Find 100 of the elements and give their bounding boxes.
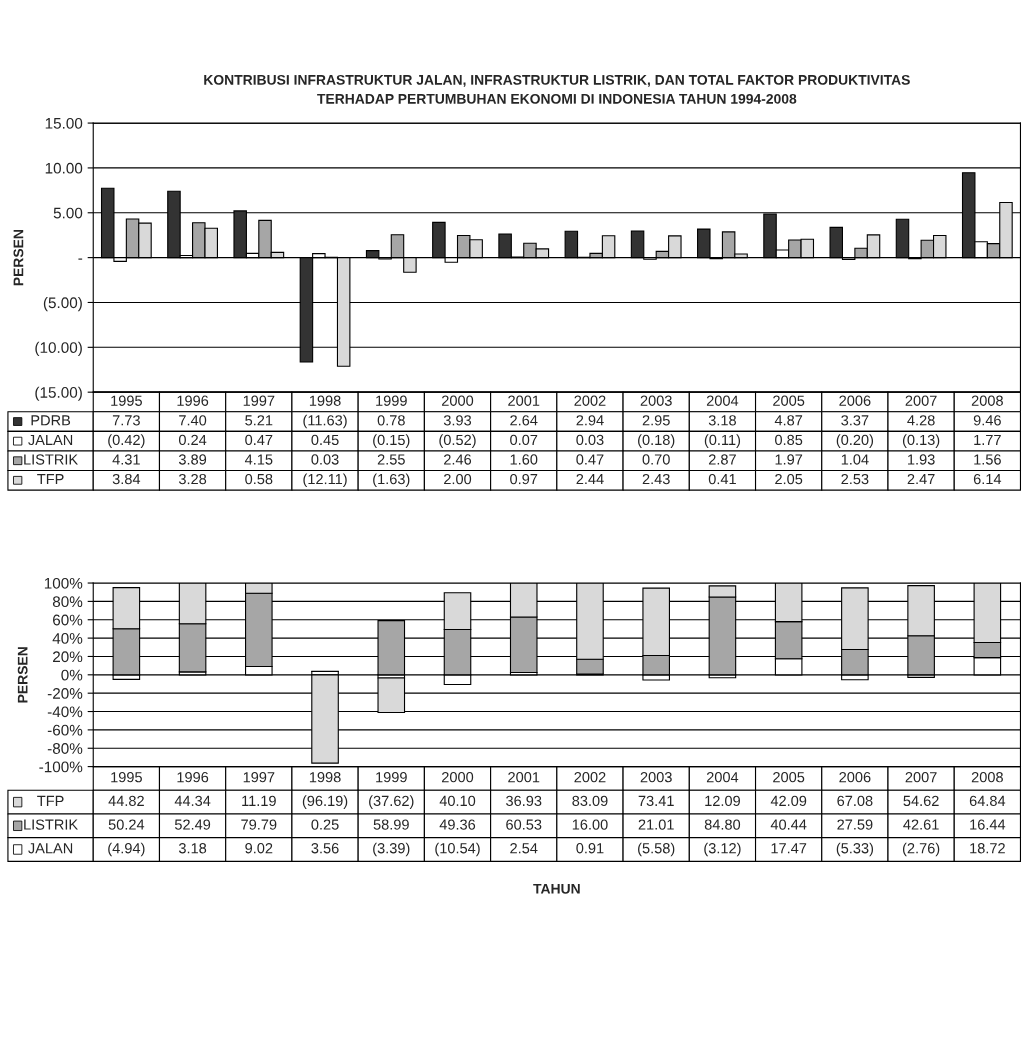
data-label: 36.93 [506, 795, 542, 807]
y-tick-label: 20% [53, 651, 83, 663]
data-label: (10.54) [435, 842, 480, 857]
data-label: 3.84 [112, 473, 141, 485]
legend-label: TFP [37, 474, 64, 485]
x-tick-label: 1996 [177, 395, 209, 406]
data-label: 3.93 [443, 415, 472, 426]
data-label: (4.94) [108, 842, 145, 857]
legend-label: PDRB [31, 415, 71, 426]
data-label: 21.01 [638, 819, 674, 830]
x-tick-label: 2000 [442, 395, 474, 406]
legend-label: TFP [37, 795, 64, 806]
x-tick-label: 2001 [508, 772, 540, 783]
data-label: 18.72 [970, 843, 1005, 854]
data-label: 3.56 [311, 843, 339, 854]
data-label: (3.39) [373, 842, 410, 857]
data-label: 2.05 [775, 473, 803, 485]
data-label: 11.19 [242, 795, 276, 807]
data-label: 9.46 [973, 415, 1001, 426]
y-tick-label: (5.00) [43, 296, 82, 312]
data-label: 2.95 [642, 415, 670, 426]
data-label: (96.19) [302, 795, 348, 809]
data-label: 44.34 [174, 795, 211, 807]
x-tick-label: 2005 [773, 395, 805, 406]
data-label: 3.18 [708, 415, 736, 426]
data-label: 2.64 [510, 415, 538, 426]
data-label: 3.28 [178, 473, 207, 485]
data-label: 0.24 [178, 434, 207, 446]
data-label: 0.47 [245, 434, 273, 446]
data-label: 64.84 [969, 795, 1006, 807]
data-label: 7.73 [112, 415, 140, 426]
data-label: 4.87 [774, 415, 803, 426]
x-tick-label: 2002 [574, 395, 606, 406]
x-tick-label: 1995 [111, 772, 142, 783]
data-label: 2.00 [444, 473, 472, 485]
data-label: 83.09 [572, 795, 608, 807]
data-label: (0.11) [704, 434, 741, 448]
data-label: 0.85 [775, 434, 803, 446]
x-tick-label: 2007 [905, 395, 937, 406]
data-label: 1.93 [908, 454, 935, 465]
data-label: 1.04 [841, 454, 869, 465]
data-label: 0.47 [576, 454, 604, 465]
data-label: 0.07 [510, 434, 538, 446]
y-tick-label: 60% [53, 614, 83, 626]
data-label: (1.63) [373, 473, 410, 488]
x-tick-label: 2000 [442, 772, 474, 783]
data-label: 0.25 [311, 819, 339, 830]
data-label: (37.62) [369, 795, 414, 809]
y-tick-label: 15.00 [45, 117, 83, 129]
y-tick-label: (15.00) [35, 386, 82, 401]
data-label: 0.41 [708, 473, 736, 485]
x-tick-label: 2003 [640, 395, 672, 406]
y-tick-label: - [78, 258, 83, 260]
data-label: 1.97 [775, 454, 803, 465]
y-tick-label: (10.00) [35, 341, 82, 357]
data-label: 0.45 [311, 434, 339, 446]
data-label: (12.11) [303, 473, 347, 488]
x-tick-label: 2005 [773, 772, 805, 783]
data-label: 16.00 [572, 819, 608, 830]
data-label: 2.94 [576, 415, 604, 426]
data-label: 2.47 [907, 473, 935, 485]
data-label: (0.42) [108, 434, 145, 448]
data-label: (0.20) [836, 434, 874, 448]
data-label: (3.12) [704, 842, 741, 857]
legend-label: LISTRIK [24, 454, 78, 465]
data-label: 3.89 [178, 454, 207, 465]
data-label: 40.10 [439, 795, 476, 807]
x-tick-label: 2006 [839, 395, 871, 406]
x-axis-title: TAHUN [533, 884, 580, 894]
data-label: 54.62 [903, 795, 939, 807]
data-label: 27.59 [837, 819, 873, 830]
x-tick-label: 1999 [376, 395, 407, 406]
legend-label: LISTRIK [24, 819, 78, 830]
data-label: (5.33) [836, 842, 874, 857]
data-label: 16.44 [970, 819, 1006, 830]
data-label: 1.77 [974, 434, 1001, 445]
data-label: 67.08 [837, 795, 873, 807]
data-label: 84.80 [704, 819, 741, 830]
x-tick-label: 2001 [508, 395, 540, 406]
data-label: 2.43 [642, 473, 670, 485]
x-tick-label: 2006 [839, 772, 871, 783]
y-tick-label: -20% [47, 688, 83, 699]
data-label: 3.37 [841, 415, 869, 426]
x-tick-label: 1996 [177, 772, 209, 783]
data-label: (0.18) [638, 434, 675, 448]
data-label: 2.55 [377, 454, 405, 465]
y-tick-label: 5.00 [53, 207, 83, 219]
chart-title: KONTRIBUSI INFRASTRUKTUR JALAN, INFRASTRUKTUR LISTRIK, DAN TOTAL FAKTOR PRODUKTIVITAS TERHADAP PERTUMBUHAN EKONOMI DI INDONESIA TAHUN 1994-2008 [204, 74, 910, 104]
y-axis-title: PERSEN [17, 647, 28, 703]
data-label: 42.09 [770, 795, 807, 807]
y-tick-label: 10.00 [45, 162, 83, 174]
data-label: 9.02 [245, 843, 273, 854]
data-label: 4.31 [112, 454, 140, 465]
data-label: 4.15 [244, 454, 273, 465]
data-label: 2.53 [841, 473, 869, 485]
x-tick-label: 1998 [309, 772, 341, 783]
data-label: 79.79 [241, 819, 277, 830]
data-label: 6.14 [973, 473, 1002, 485]
x-tick-label: 2004 [706, 772, 739, 783]
data-label: (0.52) [439, 434, 476, 448]
